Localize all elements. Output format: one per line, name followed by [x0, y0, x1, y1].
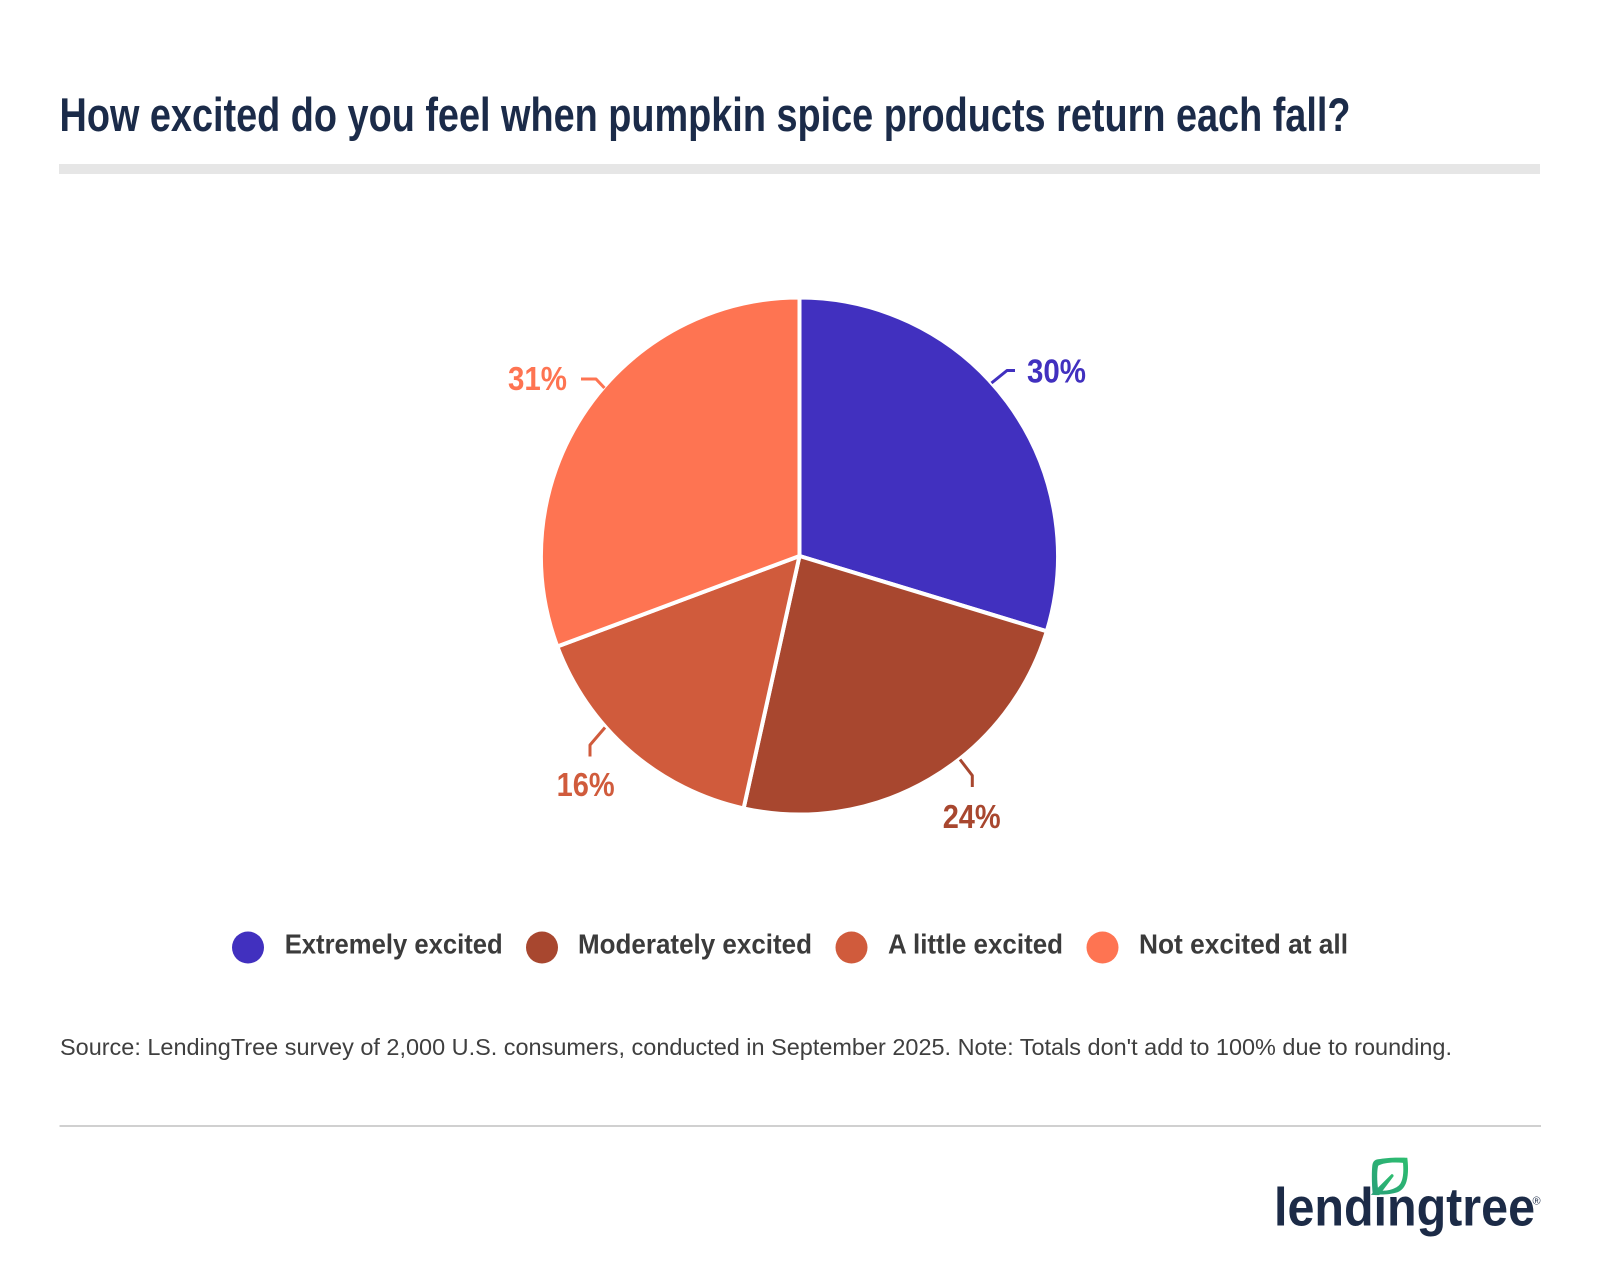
svg-text:30%: 30%: [1027, 353, 1086, 390]
svg-text:®: ®: [1533, 1196, 1541, 1208]
svg-text:Extremely excited: Extremely excited: [285, 929, 503, 960]
svg-text:Moderately excited: Moderately excited: [578, 929, 812, 960]
svg-text:24%: 24%: [943, 798, 1001, 835]
svg-text:16%: 16%: [557, 766, 615, 803]
svg-text:A little excited: A little excited: [888, 929, 1063, 960]
svg-text:31%: 31%: [508, 360, 567, 397]
svg-text:Not excited at all: Not excited at all: [1139, 929, 1348, 960]
svg-text:lendıngtree: lendıngtree: [1274, 1178, 1535, 1238]
svg-text:How excited do you feel when p: How excited do you feel when pumpkin spi…: [60, 88, 1351, 141]
svg-text:Source: LendingTree survey of: Source: LendingTree survey of 2,000 U.S.…: [60, 1034, 1452, 1060]
